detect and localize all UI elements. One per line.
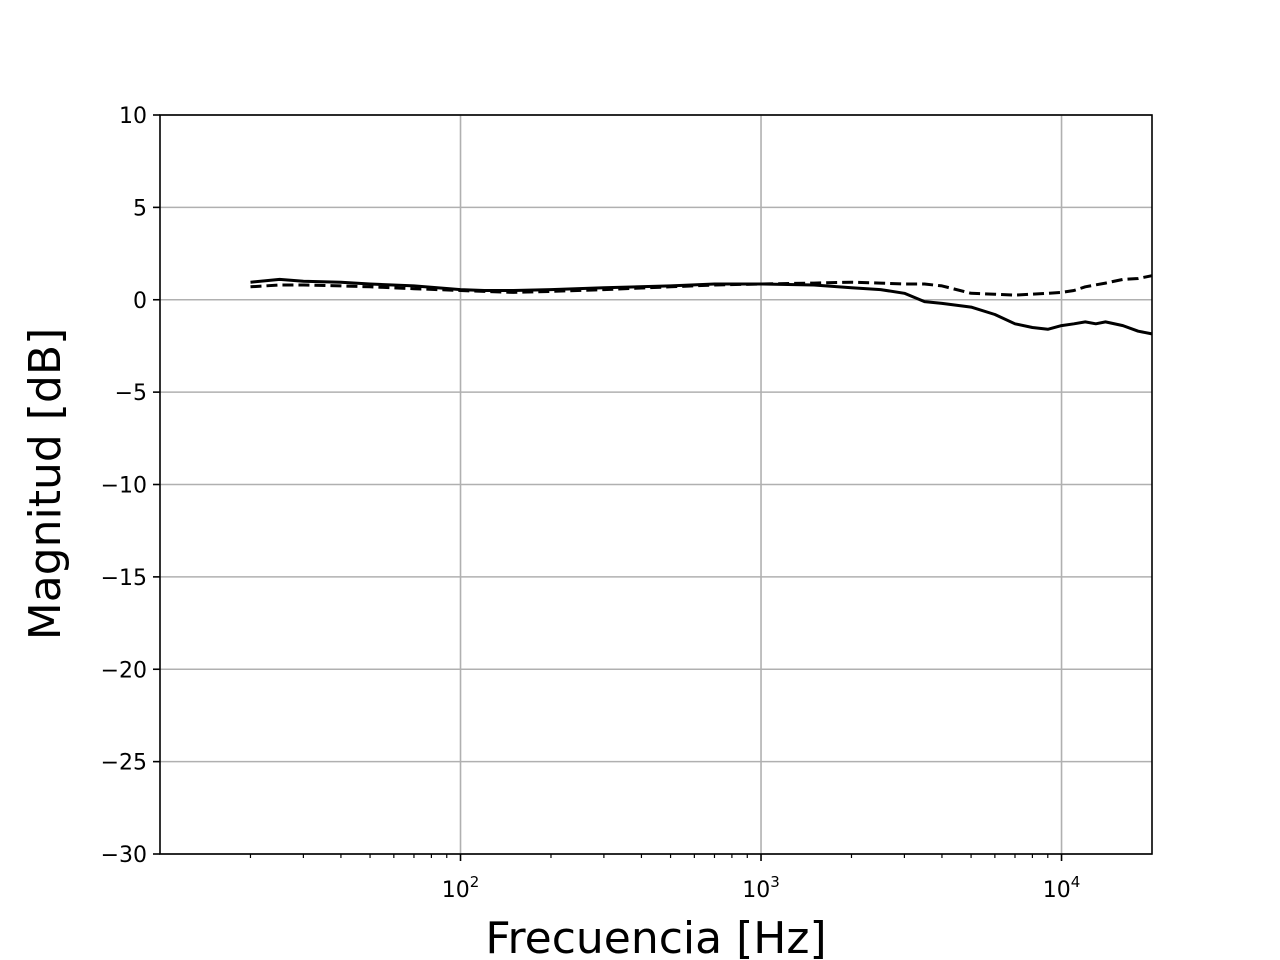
y-tick-label: −10 [101,474,147,499]
y-tick-label: −20 [101,658,147,683]
x-tick-label: 104 [1043,873,1081,903]
x-tick-label: 103 [742,873,780,903]
axis-ticks: 10 5 0 −5 −10 −15 −20 −25 −30 102 103 104 [101,104,1081,903]
y-tick-label: −15 [101,566,147,591]
series-line-solid [250,277,1153,336]
y-tick-label: 10 [119,104,147,129]
data-series [250,274,1153,336]
y-tick-label: 0 [133,289,147,314]
y-tick-label: −25 [101,751,147,776]
x-axis-title: Frecuencia [Hz] [485,913,826,960]
series-line-dashed [250,274,1153,297]
y-axis-title: Magnitud [dB] [20,328,71,640]
y-tick-label: 5 [133,196,147,221]
y-tick-label: −5 [115,381,147,406]
x-tick-label: 102 [442,873,480,903]
y-tick-label: −30 [101,843,147,868]
